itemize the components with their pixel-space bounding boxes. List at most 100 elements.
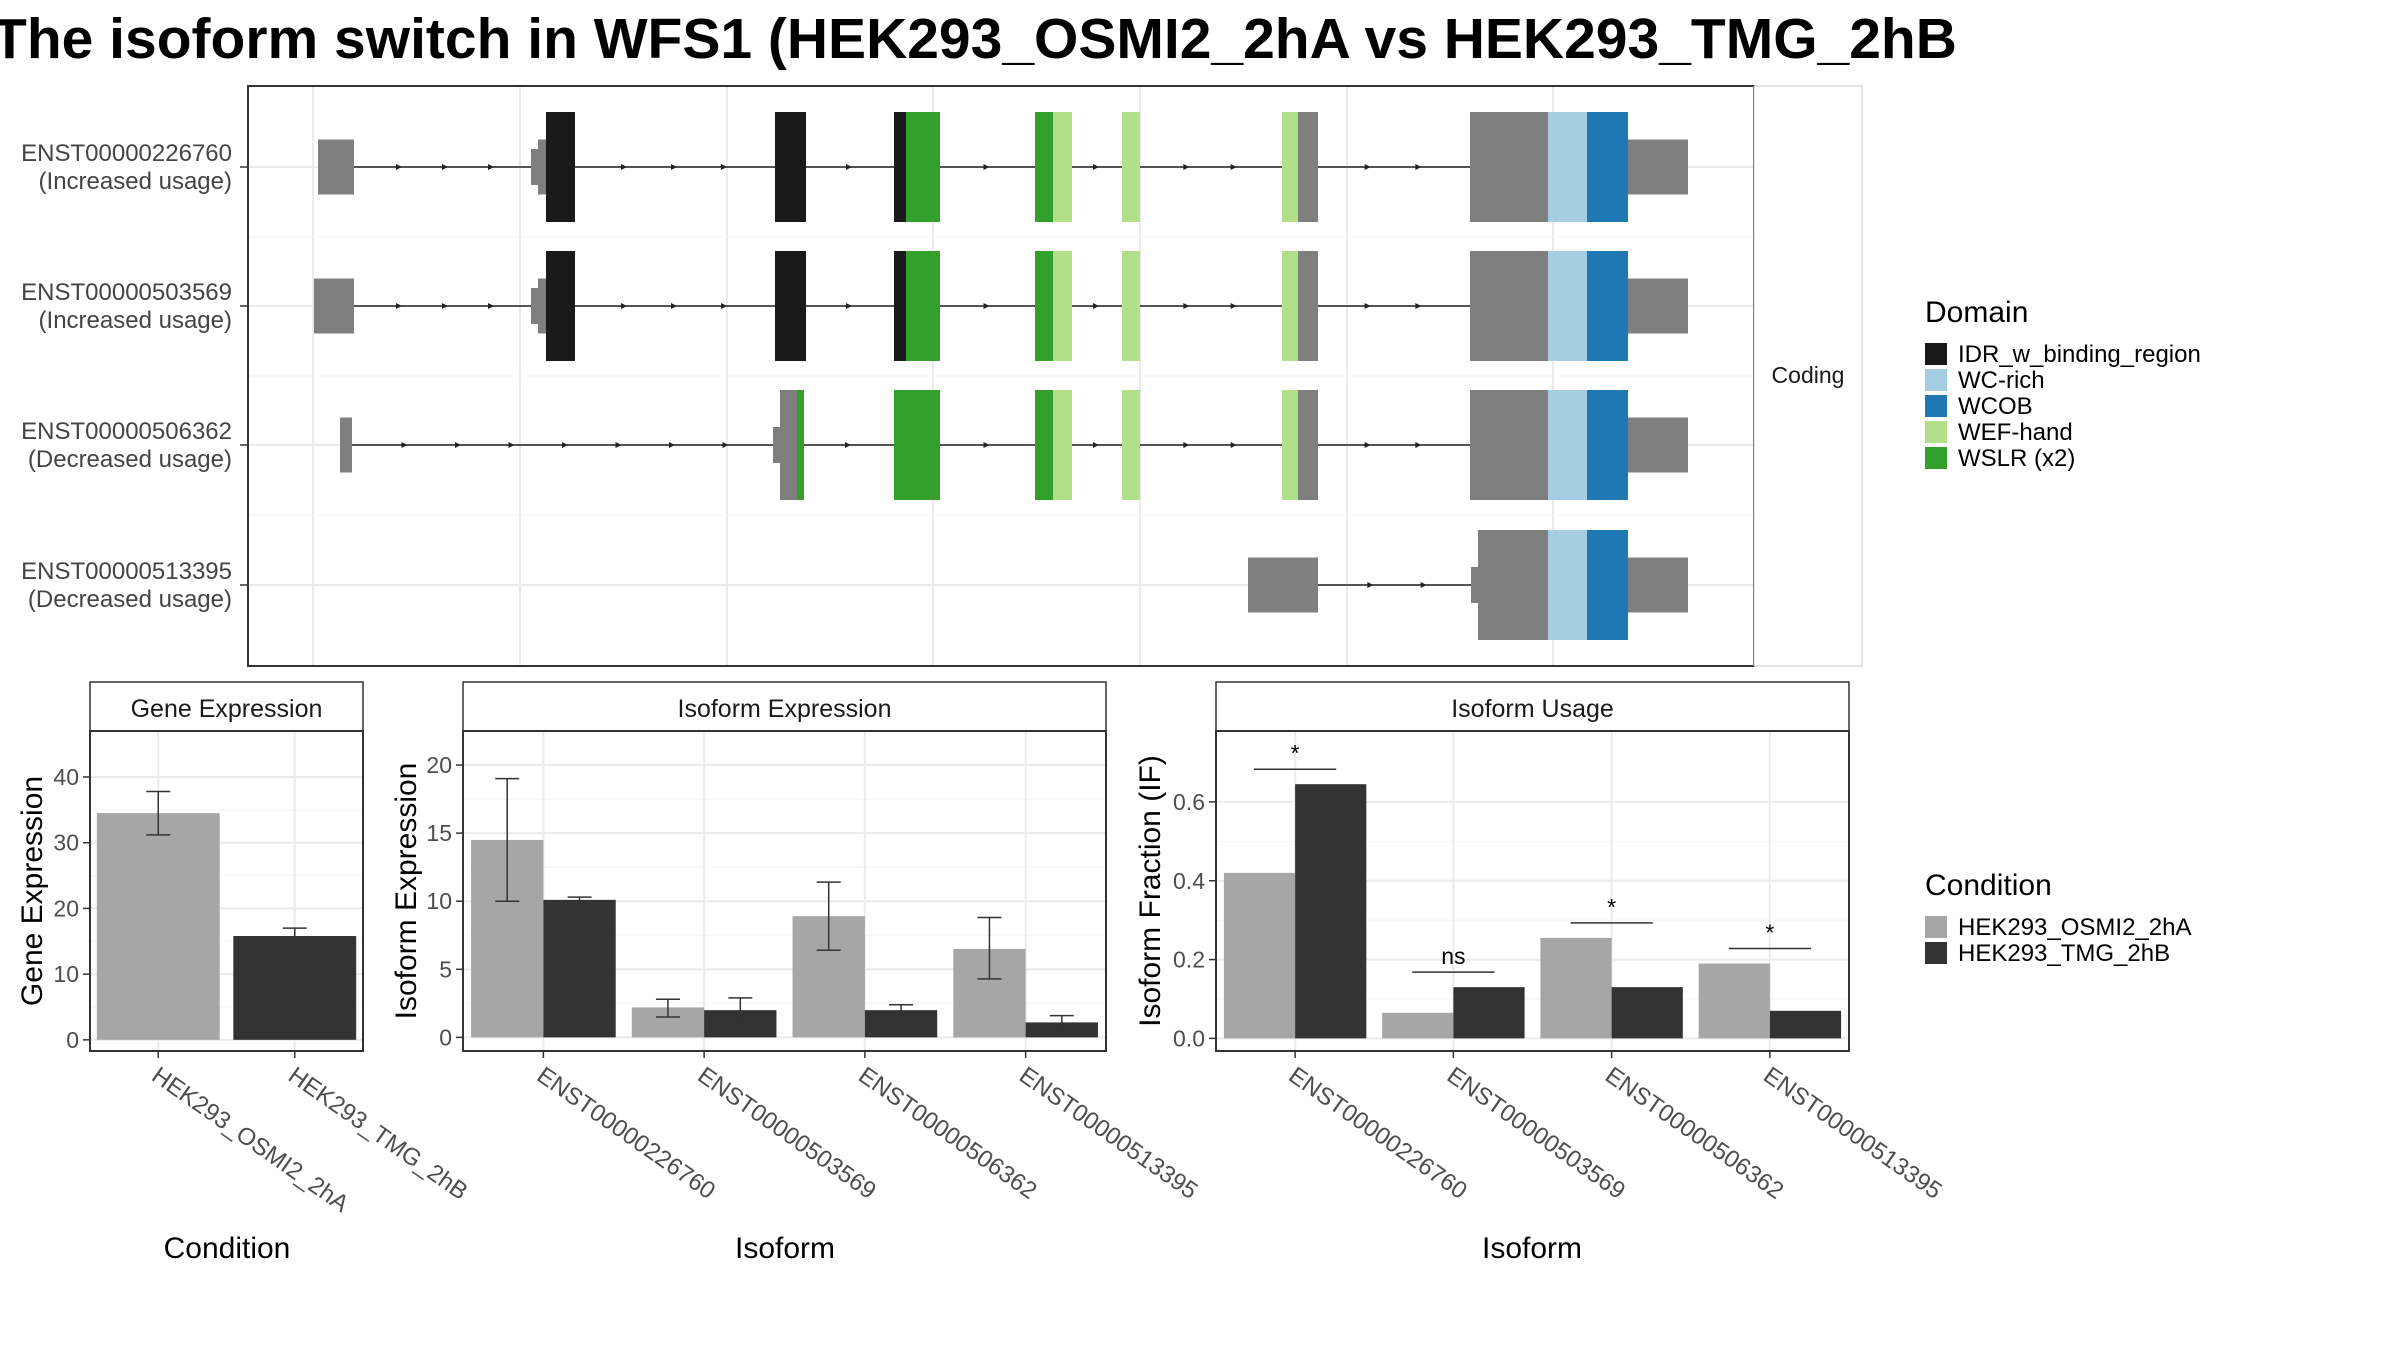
domain-segment-wcob xyxy=(1587,530,1628,640)
panel-border xyxy=(1215,730,1850,1052)
x-axis-title: Condition xyxy=(164,1232,291,1265)
exon-segment xyxy=(1298,251,1318,361)
intron-arrow xyxy=(401,442,408,448)
panel-border xyxy=(462,730,1107,1052)
x-tick-label: ENST00000513395 xyxy=(1014,1062,1202,1205)
domain-segment-wc-rich xyxy=(1548,112,1587,222)
exon-segment xyxy=(1628,417,1688,473)
exon-segment xyxy=(1298,390,1318,500)
cds-start-marker xyxy=(773,427,781,463)
y-tick-label: 5 xyxy=(439,956,452,982)
domain-legend-key xyxy=(1925,369,1947,391)
y-tick-label: 0.2 xyxy=(1173,947,1205,973)
y-tick-label: 20 xyxy=(53,895,79,921)
bar xyxy=(1223,872,1296,1039)
y-tick-label: 0 xyxy=(439,1024,452,1050)
intron-arrow xyxy=(846,303,852,309)
y-axis-title: Gene Expression xyxy=(16,776,49,1006)
intron-arrow xyxy=(1364,164,1371,170)
y-tick-label: 15 xyxy=(426,820,452,846)
bar xyxy=(1453,987,1525,1039)
domain-segment-idr-w-binding-region xyxy=(546,251,575,361)
intron-arrow xyxy=(442,303,448,309)
intron-arrow xyxy=(846,164,852,170)
domain-segment-wslr-x2 xyxy=(906,251,940,361)
intron-arrow xyxy=(983,442,990,448)
intron-arrow xyxy=(455,442,461,448)
domain-segment-wcob xyxy=(1587,112,1628,222)
y-tick-label: 10 xyxy=(53,961,79,987)
exon-segment xyxy=(1628,557,1688,613)
significance-label: ns xyxy=(1441,943,1465,969)
intron-arrow xyxy=(1364,442,1371,448)
y-tick-label: 30 xyxy=(53,830,79,856)
facet-strip-label: Gene Expression xyxy=(131,695,323,723)
facet-strip xyxy=(1215,681,1850,732)
intron-arrow xyxy=(1420,582,1427,588)
y-tick-label: 0.0 xyxy=(1173,1025,1205,1051)
strip-coding-label: Coding xyxy=(1772,362,1845,388)
intron-arrow xyxy=(1230,442,1237,448)
y-tick-label: 0 xyxy=(66,1027,79,1053)
intron-arrow xyxy=(1415,442,1422,448)
transcript-label: ENST00000513395 xyxy=(21,558,232,585)
exon-segment xyxy=(538,139,546,195)
cds-start-marker xyxy=(531,288,539,324)
bar xyxy=(1295,784,1367,1039)
x-axis-title: Isoform xyxy=(1482,1232,1582,1265)
intron-arrow xyxy=(1093,164,1099,170)
plot-title: The isoform switch in WFS1 (HEK293_OSMI2… xyxy=(0,7,1957,71)
intron-arrow xyxy=(508,442,515,448)
facet-strip-label: Isoform Usage xyxy=(1451,695,1614,723)
intron-arrow xyxy=(721,164,727,170)
intron-arrow xyxy=(1367,582,1374,588)
intron-arrow xyxy=(562,442,568,448)
bar xyxy=(96,813,220,1040)
intron-arrow xyxy=(396,303,402,309)
bar xyxy=(1382,1012,1454,1039)
exon-segment xyxy=(1298,112,1318,222)
exon-segment xyxy=(1248,557,1318,613)
domain-legend-label: WSLR (x2) xyxy=(1958,445,2075,472)
intron-arrow xyxy=(621,164,627,170)
intron-arrow xyxy=(983,164,990,170)
domain-legend-label: WEF-hand xyxy=(1958,419,2073,446)
intron-arrow xyxy=(1415,303,1422,309)
intron-arrow xyxy=(1364,303,1371,309)
domain-segment-wef-hand xyxy=(1053,251,1072,361)
facet-strip-label: Isoform Expression xyxy=(678,695,892,723)
bar xyxy=(233,936,357,1040)
exon-segment xyxy=(1470,251,1548,361)
domain-segment-wef-hand xyxy=(1053,112,1072,222)
domain-legend-key xyxy=(1925,343,1947,365)
significance-label: * xyxy=(1607,894,1616,920)
domain-legend-title: Domain xyxy=(1925,296,2028,329)
domain-legend-key xyxy=(1925,421,1947,443)
transcript-usage-label: (Decreased usage) xyxy=(28,446,232,473)
y-tick-label: 10 xyxy=(426,888,452,914)
bar xyxy=(1769,1010,1842,1039)
strip-coding xyxy=(1753,85,1863,667)
bar xyxy=(1025,1022,1098,1038)
condition-legend-label: HEK293_OSMI2_2hA xyxy=(1958,914,2191,941)
x-tick-label: ENST00000506362 xyxy=(853,1062,1041,1205)
y-tick-label: 40 xyxy=(53,764,79,790)
intron-arrow xyxy=(1183,442,1190,448)
domain-legend-label: IDR_w_binding_region xyxy=(1958,341,2201,368)
condition-legend-key xyxy=(1925,942,1947,964)
domain-segment-idr-w-binding-region xyxy=(775,251,806,361)
domain-segment-wc-rich xyxy=(1548,390,1587,500)
y-axis-title: Isoform Fraction (IF) xyxy=(1134,755,1167,1027)
domain-segment-idr-w-binding-region xyxy=(546,112,575,222)
domain-segment-wslr-x2 xyxy=(1035,390,1053,500)
intron-arrow xyxy=(488,303,494,309)
exon-segment xyxy=(1470,112,1548,222)
domain-segment-wef-hand xyxy=(1053,390,1072,500)
facet-strip xyxy=(89,681,364,732)
domain-segment-wslr-x2 xyxy=(1035,251,1053,361)
exon-segment xyxy=(1628,278,1688,334)
exon-segment xyxy=(314,278,354,334)
domain-segment-idr-w-binding-region xyxy=(894,251,906,361)
domain-segment-idr-w-binding-region xyxy=(894,112,906,222)
